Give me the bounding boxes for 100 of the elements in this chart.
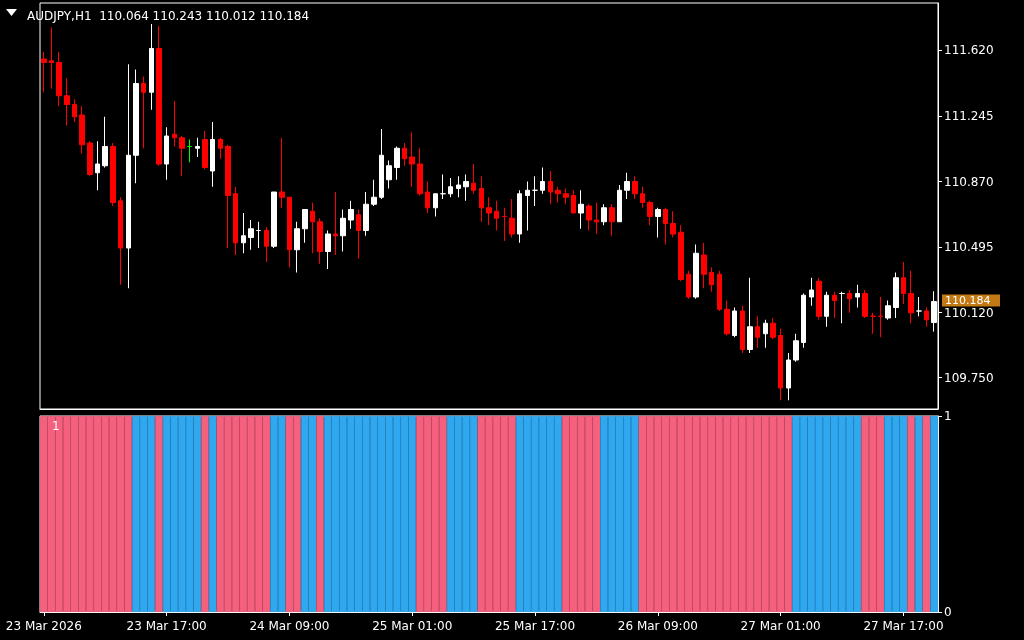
- candlestick: [893, 272, 899, 319]
- candlestick: [885, 300, 891, 321]
- y-tick-label: 0: [944, 605, 952, 619]
- candlestick: [839, 291, 845, 324]
- candlestick: [149, 23, 154, 111]
- candlestick: [409, 132, 415, 188]
- candlestick: [824, 291, 829, 328]
- candlestick: [578, 189, 584, 230]
- candlestick: [102, 116, 108, 168]
- candlestick: [755, 315, 760, 349]
- candlestick: [64, 77, 70, 126]
- candlestick: [809, 277, 814, 307]
- candlestick: [532, 175, 538, 207]
- candlestick: [509, 198, 515, 238]
- x-tick-label: 24 Mar 09:00: [249, 619, 330, 633]
- candlestick: [448, 177, 453, 198]
- x-tick-label: 27 Mar 17:00: [863, 619, 944, 633]
- candlestick: [609, 203, 615, 237]
- candlestick: [95, 140, 100, 191]
- candlestick: [640, 186, 645, 209]
- candlestick: [456, 175, 461, 198]
- candlestick: [540, 167, 545, 195]
- candlestick: [862, 289, 868, 319]
- candlestick: [670, 210, 676, 238]
- candlestick: [786, 352, 791, 401]
- candlestick: [256, 221, 261, 249]
- candlestick: [264, 226, 269, 263]
- candlestick: [586, 203, 592, 231]
- text: 110.184: [945, 294, 991, 308]
- candlestick: [287, 196, 292, 268]
- x-tick-label: 23 Mar 2026: [5, 619, 82, 633]
- candlestick: [118, 196, 123, 286]
- candlestick: [56, 51, 62, 107]
- candlestick: [816, 277, 822, 321]
- candlestick: [363, 191, 369, 237]
- candlestick: [225, 144, 231, 249]
- x-tick-label: 27 Mar 01:00: [740, 619, 821, 633]
- candlestick: [202, 130, 208, 170]
- candlestick: [479, 175, 484, 223]
- candlestick: [663, 207, 668, 245]
- candlestick: [916, 296, 922, 317]
- candlestick: [763, 319, 768, 349]
- candlestick: [624, 172, 630, 200]
- candlestick: [310, 202, 315, 254]
- y-tick-label: 1: [944, 409, 952, 423]
- candlestick: [717, 270, 722, 312]
- candlestick: [847, 289, 852, 314]
- candlestick: [156, 25, 162, 167]
- candlestick: [770, 317, 776, 340]
- candlestick: [340, 209, 346, 252]
- text: AUDJPY,H1 110.064 110.243 110.012 110.184: [27, 9, 310, 23]
- candlestick: [126, 63, 131, 289]
- candlestick: [870, 312, 876, 335]
- candlestick: [908, 270, 914, 324]
- candlestick: [655, 207, 661, 238]
- candlestick: [555, 186, 561, 203]
- candlestick: [601, 203, 607, 226]
- candlestick: [325, 230, 331, 270]
- candlestick: [133, 69, 139, 184]
- y-tick-label: 110.495: [944, 240, 994, 255]
- candlestick: [172, 100, 177, 147]
- candlestick: [87, 140, 93, 177]
- candlestick: [79, 105, 85, 154]
- candlestick: [302, 209, 308, 244]
- candlestick: [110, 142, 116, 207]
- candlestick: [701, 242, 707, 289]
- candlestick: [778, 328, 783, 401]
- x-tick-label: 25 Mar 17:00: [494, 619, 576, 633]
- candlestick: [41, 51, 47, 93]
- annotation: 1: [52, 419, 60, 433]
- candlestick: [386, 160, 392, 189]
- candlestick: [271, 191, 277, 249]
- candlestick: [279, 137, 285, 209]
- candlestick: [793, 333, 799, 363]
- candlestick: [740, 305, 745, 354]
- candlestick: [855, 284, 860, 308]
- candlestick: [317, 217, 323, 265]
- candlestick: [471, 163, 476, 195]
- candlestick: [747, 277, 753, 354]
- candlestick: [425, 181, 430, 214]
- candlestick: [463, 174, 469, 202]
- y-tick-label: 110.870: [944, 174, 994, 189]
- candlestick: [241, 212, 246, 254]
- candlestick: [218, 137, 223, 160]
- candlestick: [394, 146, 400, 181]
- candlestick: [878, 296, 883, 338]
- candlestick: [49, 27, 54, 90]
- x-tick-label: 23 Mar 17:00: [126, 619, 207, 633]
- candlestick: [924, 307, 929, 328]
- candlestick: [371, 179, 377, 207]
- candlestick: [517, 189, 522, 244]
- candlestick: [210, 121, 215, 188]
- y-tick-label: 109.750: [944, 370, 994, 385]
- candlestick: [486, 196, 492, 226]
- candlestick: [548, 170, 553, 205]
- y-tick-label: 111.245: [944, 108, 994, 123]
- x-tick-label: 25 Mar 01:00: [372, 619, 453, 633]
- candlestick: [72, 98, 77, 123]
- candlestick: [647, 200, 653, 226]
- candlestick: [901, 261, 906, 305]
